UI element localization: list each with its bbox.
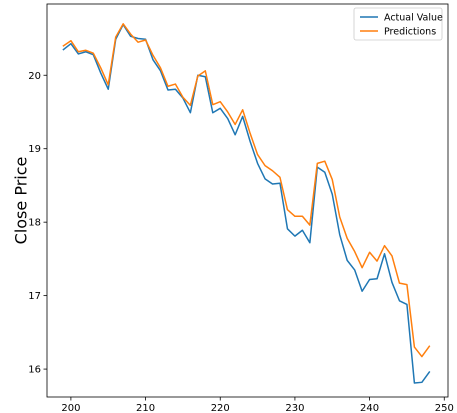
legend-box bbox=[353, 7, 443, 41]
x-tick-label: 250 bbox=[435, 403, 454, 413]
x-tick-label: 240 bbox=[360, 403, 379, 413]
legend-label: Actual Value bbox=[384, 13, 443, 24]
x-tick-label: 210 bbox=[136, 403, 155, 413]
x-tick-label: 230 bbox=[285, 403, 304, 413]
axes-layer: 200 210 220 230 240 250 16 17 18 19 20 bbox=[28, 3, 454, 413]
y-tick-label: 19 bbox=[28, 144, 41, 155]
y-tick-label: 17 bbox=[28, 291, 41, 302]
x-tick-label: 200 bbox=[61, 403, 80, 413]
y-tick-label: 16 bbox=[28, 365, 41, 376]
legend: Actual Value Predictions bbox=[353, 7, 443, 41]
plot-background bbox=[47, 4, 448, 397]
legend-label: Predictions bbox=[384, 27, 436, 38]
axes-frame bbox=[46, 3, 449, 398]
plot-area bbox=[47, 4, 448, 397]
x-tick-label: 220 bbox=[211, 403, 230, 413]
series-line-predictions bbox=[62, 23, 431, 358]
y-axis-label: Close Price bbox=[12, 157, 31, 245]
series-layer bbox=[62, 23, 431, 384]
y-tick-label: 18 bbox=[28, 218, 41, 229]
y-tick-label: 20 bbox=[28, 71, 41, 82]
